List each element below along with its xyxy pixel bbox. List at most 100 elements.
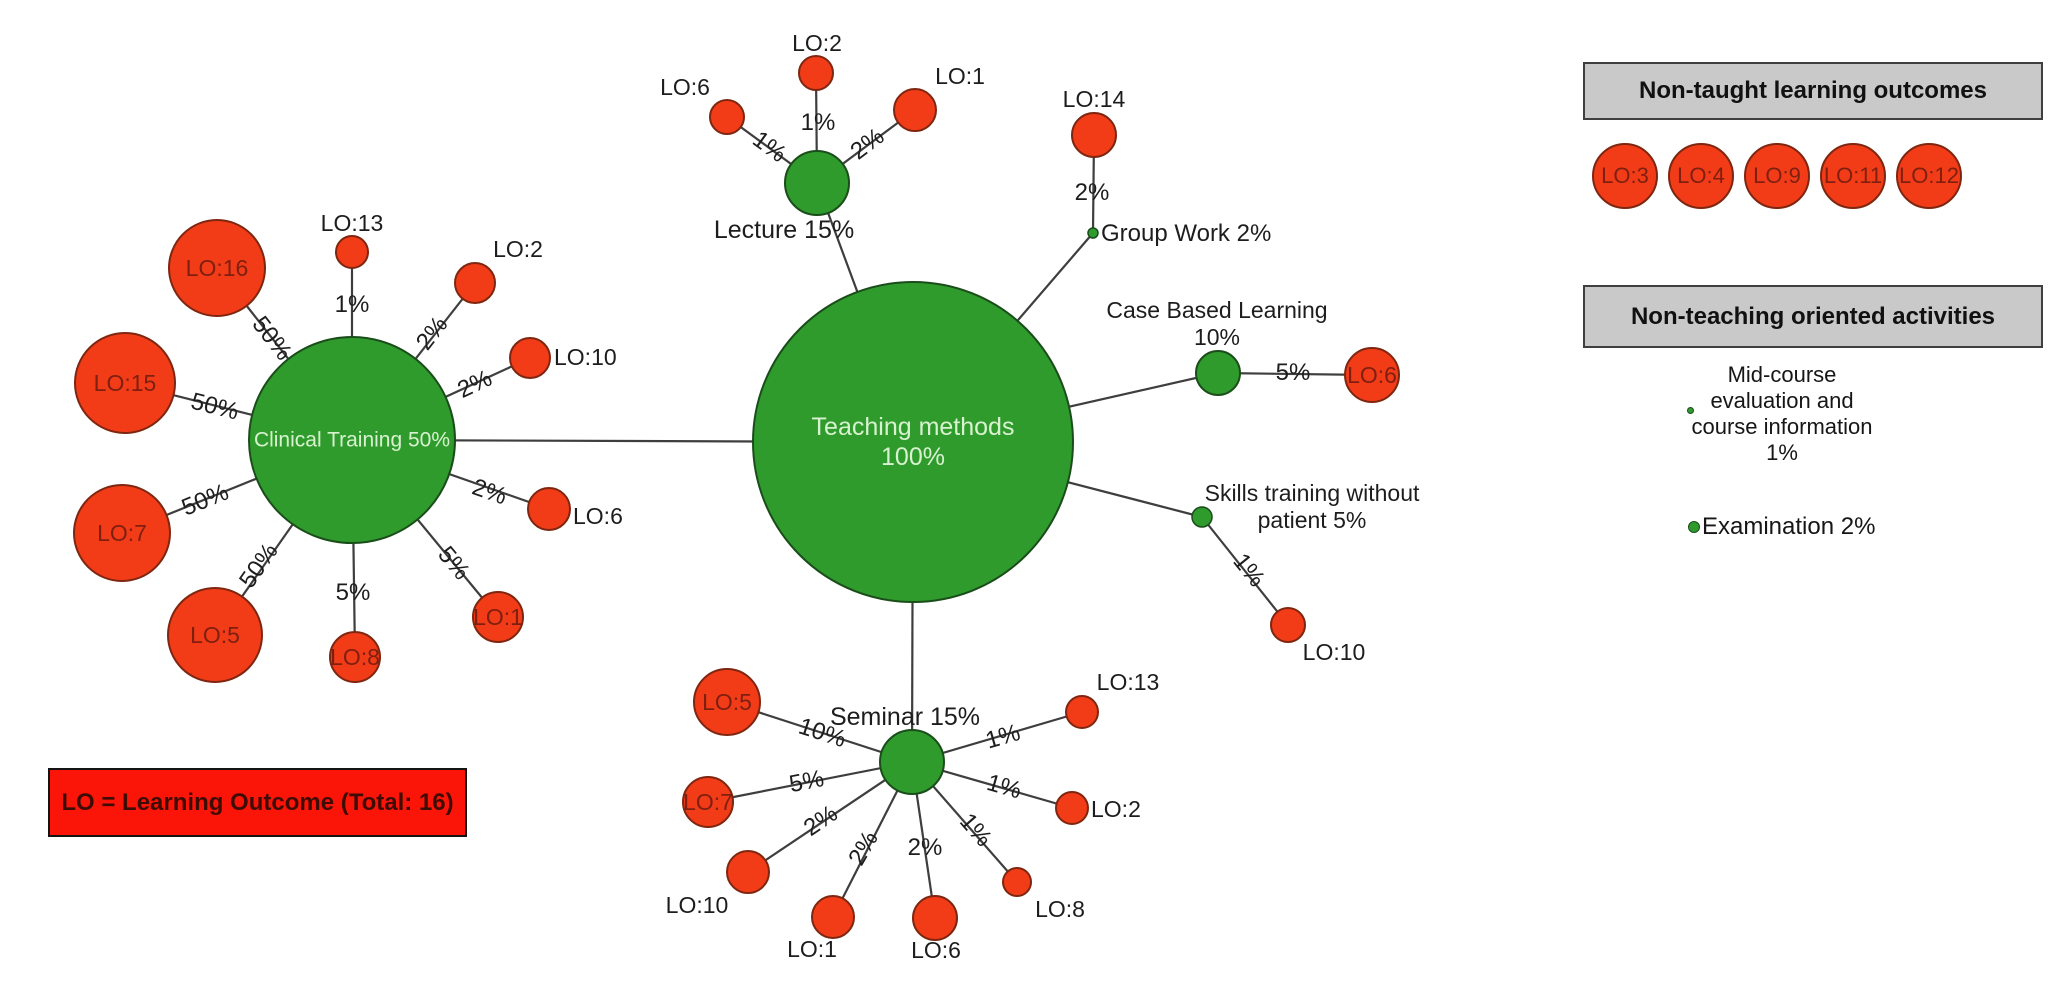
note-box: LO = Learning Outcome (Total: 16) bbox=[48, 768, 467, 837]
node-label-s_lo5: LO:5 bbox=[702, 689, 752, 715]
legend-outcome-circle: LO:3 bbox=[1592, 143, 1658, 209]
node-label-clinical: Clinical Training 50% bbox=[254, 429, 450, 452]
node-label-ct_lo7: LO:7 bbox=[97, 520, 147, 546]
examination-dot-icon bbox=[1688, 521, 1700, 533]
legend-outcome-circle: LO:4 bbox=[1668, 143, 1734, 209]
node-ct_lo5 bbox=[167, 587, 263, 683]
midcourse-line: course information bbox=[1691, 414, 1873, 439]
node-label-l_lo6: LO:6 bbox=[660, 74, 710, 100]
non-taught-circles: LO:3 LO:4 LO:9 LO:11 LO:12 bbox=[1592, 143, 1962, 209]
node-label-teaching: 100% bbox=[881, 443, 945, 471]
midcourse-line: 1% bbox=[1766, 440, 1798, 465]
edge-label-seminar-s_lo8: 1% bbox=[954, 808, 997, 852]
node-ct_lo13 bbox=[335, 235, 369, 269]
node-s_lo6 bbox=[912, 895, 958, 941]
node-label-s_lo8: LO:8 bbox=[1035, 896, 1085, 922]
node-case bbox=[1195, 350, 1241, 396]
node-label-ct_lo8: LO:8 bbox=[330, 644, 380, 670]
midcourse-lines: Mid-course evaluation and course informati… bbox=[1670, 362, 1894, 466]
node-l_lo1 bbox=[893, 88, 937, 132]
edge-label-case-c_lo6: 5% bbox=[1276, 359, 1311, 386]
edge-label-clinical-ct_lo15: 50% bbox=[188, 388, 241, 426]
edge-label-seminar-s_lo2: 1% bbox=[984, 769, 1025, 805]
node-label-ct_lo10: LO:10 bbox=[554, 344, 617, 370]
node-ct_lo8 bbox=[329, 631, 381, 683]
node-label-s_lo6: LO:6 bbox=[911, 937, 961, 963]
node-label-s_lo1: LO:1 bbox=[787, 936, 837, 962]
node-label-skills: Skills training without bbox=[1205, 480, 1420, 506]
node-s_lo1 bbox=[811, 895, 855, 939]
node-label-case: Case Based Learning bbox=[1106, 297, 1327, 323]
edge-label-lecture-l_lo1: 2% bbox=[846, 123, 890, 165]
node-label-lecture: Lecture 15% bbox=[714, 216, 854, 244]
node-s_lo2 bbox=[1055, 791, 1089, 825]
node-label-ct_lo2: LO:2 bbox=[493, 236, 543, 262]
edge-label-lecture-l_lo6: 1% bbox=[747, 126, 791, 168]
node-ct_lo2 bbox=[454, 262, 496, 304]
node-label-ct_lo13: LO:13 bbox=[321, 210, 384, 236]
node-s_lo8 bbox=[1002, 867, 1032, 897]
midcourse-line: evaluation and bbox=[1710, 388, 1854, 413]
node-label-c_lo6: LO:6 bbox=[1347, 362, 1397, 388]
legend-outcome-circle: LO:12 bbox=[1896, 143, 1962, 209]
node-s_lo10 bbox=[726, 850, 770, 894]
edge-label-seminar-s_lo13: 1% bbox=[983, 719, 1024, 755]
node-label-groupwork: Group Work 2% bbox=[1101, 220, 1271, 247]
node-label-s_lo7: LO:7 bbox=[683, 789, 733, 815]
edge-label-clinical-ct_lo13: 1% bbox=[335, 291, 370, 318]
node-label-seminar: Seminar 15% bbox=[830, 703, 980, 731]
edge-label-clinical-ct_lo6: 2% bbox=[469, 473, 511, 510]
edge-label-clinical-ct_lo7: 50% bbox=[178, 479, 233, 522]
node-label-ct_lo1: LO:1 bbox=[473, 604, 523, 630]
node-label-case: 10% bbox=[1194, 324, 1240, 350]
node-ct_lo15 bbox=[74, 332, 176, 434]
node-label-ct_lo15: LO:15 bbox=[94, 370, 157, 396]
node-seminar bbox=[879, 729, 945, 795]
node-label-l_lo1: LO:1 bbox=[935, 63, 985, 89]
edge-label-clinical-ct_lo8: 5% bbox=[336, 579, 371, 606]
node-clinical bbox=[248, 336, 456, 544]
node-label-ct_lo16: LO:16 bbox=[186, 255, 249, 281]
node-skills bbox=[1191, 506, 1213, 528]
node-ct_lo16 bbox=[168, 219, 266, 317]
node-l_lo2 bbox=[798, 55, 834, 91]
node-label-ct_lo6: LO:6 bbox=[573, 503, 623, 529]
edge-label-lecture-l_lo2: 1% bbox=[801, 109, 836, 136]
node-label-l_lo2: LO:2 bbox=[792, 30, 842, 56]
node-label-lo14: LO:14 bbox=[1063, 86, 1126, 112]
node-label-s_lo10: LO:10 bbox=[666, 892, 729, 918]
midcourse-dot-icon bbox=[1687, 407, 1694, 414]
node-l_lo6 bbox=[709, 99, 745, 135]
node-s_lo5 bbox=[693, 668, 761, 736]
edge-label-seminar-s_lo6: 2% bbox=[908, 834, 943, 861]
edge-label-groupwork-lo14: 2% bbox=[1075, 179, 1110, 206]
edge-seminar-s_lo7 bbox=[707, 760, 913, 804]
midcourse-line: Mid-course bbox=[1727, 362, 1837, 387]
node-ct_lo7 bbox=[73, 484, 171, 582]
node-teaching bbox=[752, 281, 1074, 603]
node-s_lo7 bbox=[682, 776, 734, 828]
node-ct_lo1 bbox=[472, 591, 524, 643]
legend-non-taught-title: Non-taught learning outcomes bbox=[1583, 62, 2043, 120]
node-lecture bbox=[784, 150, 850, 216]
edge-label-skills-sk_lo10: 1% bbox=[1227, 548, 1270, 592]
node-lo14 bbox=[1071, 112, 1117, 158]
node-s_lo13 bbox=[1065, 695, 1099, 729]
legend-non-teaching-title: Non-teaching oriented activities bbox=[1583, 285, 2043, 348]
edge-label-clinical-ct_lo10: 2% bbox=[453, 365, 496, 404]
node-label-s_lo2: LO:2 bbox=[1091, 796, 1141, 822]
node-label-teaching: Teaching methods bbox=[812, 413, 1015, 441]
edge-label-seminar-s_lo7: 5% bbox=[787, 765, 826, 798]
node-label-s_lo13: LO:13 bbox=[1097, 669, 1160, 695]
node-groupwork bbox=[1087, 227, 1099, 239]
edge-label-seminar-s_lo10: 2% bbox=[799, 800, 843, 842]
node-ct_lo6 bbox=[527, 487, 571, 531]
edge-label-seminar-s_lo1: 2% bbox=[843, 826, 884, 870]
legend-outcome-circle: LO:9 bbox=[1744, 143, 1810, 209]
node-label-skills: patient 5% bbox=[1258, 507, 1367, 533]
node-label-sk_lo10: LO:10 bbox=[1303, 639, 1366, 665]
node-label-ct_lo5: LO:5 bbox=[190, 622, 240, 648]
node-ct_lo10 bbox=[509, 337, 551, 379]
